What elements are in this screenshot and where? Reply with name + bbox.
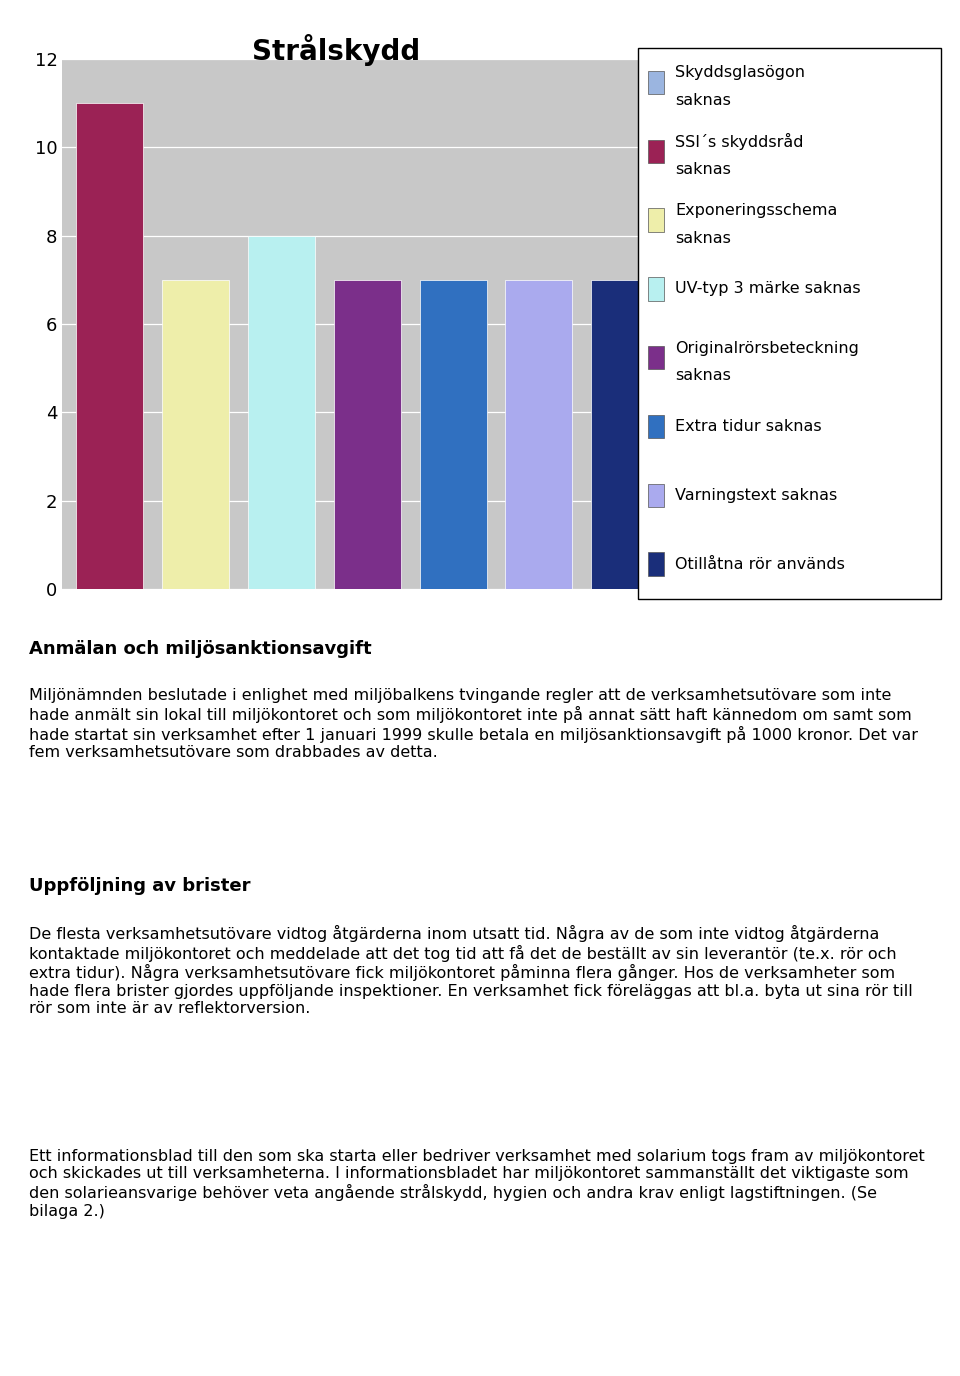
Text: De flesta verksamhetsutövare vidtog åtgärderna inom utsatt tid. Några av de som : De flesta verksamhetsutövare vidtog åtgä… [29, 925, 913, 1015]
Text: saknas: saknas [675, 369, 731, 383]
Bar [162, 279, 229, 589]
Text: Originalrörsbeteckning: Originalrörsbeteckning [675, 341, 859, 355]
Text: Anmälan och miljösanktionsavgift: Anmälan och miljösanktionsavgift [29, 640, 372, 658]
Text: Exponeringsschema: Exponeringsschema [675, 204, 837, 217]
Text: Miljönämnden beslutade i enlighet med miljöbalkens tvingande regler att de verks: Miljönämnden beslutade i enlighet med mi… [29, 688, 918, 760]
Bar [334, 279, 400, 589]
Text: Varningstext saknas: Varningstext saknas [675, 488, 837, 502]
Text: Skyddsglasögon: Skyddsglasögon [675, 66, 804, 80]
Text: SSI´s skyddsråd: SSI´s skyddsråd [675, 133, 804, 150]
Text: Extra tidur saknas: Extra tidur saknas [675, 420, 822, 433]
Bar [505, 279, 572, 589]
Text: UV-typ 3 märke saknas: UV-typ 3 märke saknas [675, 282, 860, 296]
Bar [76, 103, 143, 589]
Text: saknas: saknas [675, 231, 731, 245]
Text: saknas: saknas [675, 94, 731, 107]
Text: Otillåtna rör används: Otillåtna rör används [675, 557, 845, 571]
Text: Strålskydd: Strålskydd [252, 34, 420, 66]
Text: Ett informationsblad till den som ska starta eller bedriver verksamhet med solar: Ett informationsblad till den som ska st… [29, 1149, 924, 1219]
Bar [591, 279, 659, 589]
Text: Uppföljning av brister: Uppföljning av brister [29, 877, 251, 894]
Text: saknas: saknas [675, 162, 731, 176]
Bar [248, 235, 315, 589]
Bar [420, 279, 487, 589]
